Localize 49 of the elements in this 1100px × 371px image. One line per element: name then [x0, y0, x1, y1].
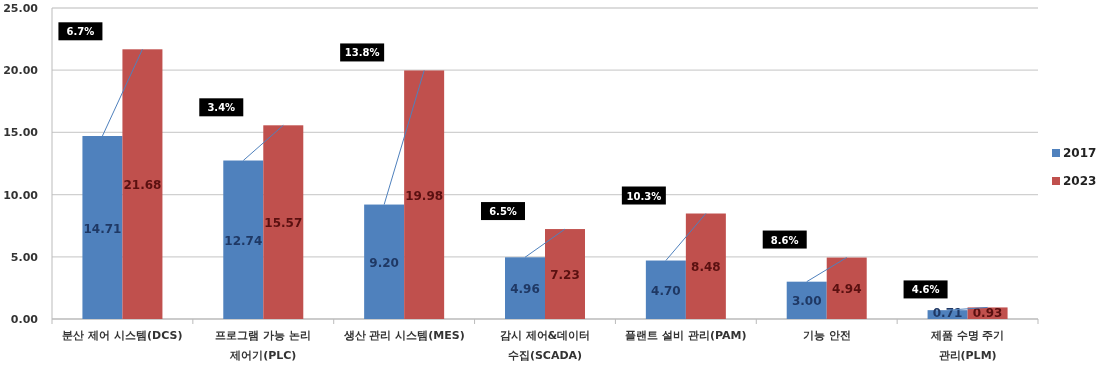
data-label: 14.71 [83, 221, 122, 236]
x-tick-label: 분산 제어 시스템(DCS) [62, 329, 183, 342]
y-tick-label: 0.00 [10, 313, 39, 326]
data-label: 4.96 [510, 282, 540, 297]
x-tick-label: 생산 관리 시스템(MES) [342, 329, 465, 342]
x-tick-label: 프로그램 가능 논리 제어기(PLC) [215, 329, 312, 362]
data-label: 12.74 [224, 233, 263, 248]
bar [545, 229, 585, 319]
x-tick-label: 플랜트 설비 관리(PAM) [625, 329, 747, 342]
annotation: 3.4% [207, 102, 236, 114]
bar [223, 160, 264, 319]
data-label: 8.48 [691, 260, 721, 275]
y-tick-label: 10.00 [3, 188, 39, 202]
data-label: 3.00 [791, 294, 822, 309]
annotation: 3.4% [199, 98, 284, 161]
y-tick-label: 25.00 [3, 2, 39, 15]
data-label: 7.23 [550, 268, 580, 283]
annotation: 13.8% [344, 47, 380, 59]
y-tick-label: 15.00 [3, 126, 39, 140]
bar [82, 136, 123, 319]
y-tick-label: 5.00 [10, 250, 39, 264]
legend-label: 2023 [1063, 174, 1097, 188]
y-tick-label: 20.00 [3, 64, 39, 78]
data-label: 4.94 [831, 282, 862, 297]
x-tick-label: 감시 제어&데이터 수집(SCADA) [499, 329, 591, 362]
x-tick-label: 기능 안전 [802, 329, 851, 342]
data-label: 15.57 [264, 216, 303, 231]
bar [263, 125, 304, 319]
bar [645, 260, 686, 319]
annotation: 6.5% [481, 202, 566, 258]
legend-label: 2017 [1063, 146, 1097, 160]
annotation: 6.7% [58, 22, 143, 137]
x-tick-label: 제품 수명 주기 관리(PLM) [929, 329, 1005, 362]
annotation: 6.5% [489, 206, 517, 218]
annotation: 8.6% [770, 234, 799, 246]
bar [122, 49, 163, 319]
annotation: 6.7% [66, 26, 95, 38]
data-label: 19.98 [405, 188, 444, 203]
annotation: 10.3% [621, 186, 707, 262]
annotation: 10.3% [626, 190, 662, 202]
data-label: 4.70 [651, 283, 681, 298]
data-label: 9.20 [369, 255, 399, 270]
bar [404, 70, 445, 319]
bar [826, 257, 867, 319]
bar [505, 257, 545, 319]
bar [685, 213, 726, 319]
data-label: 21.68 [123, 178, 162, 193]
annotation: 8.6% [762, 230, 848, 283]
annotation: 4.6% [911, 284, 940, 296]
